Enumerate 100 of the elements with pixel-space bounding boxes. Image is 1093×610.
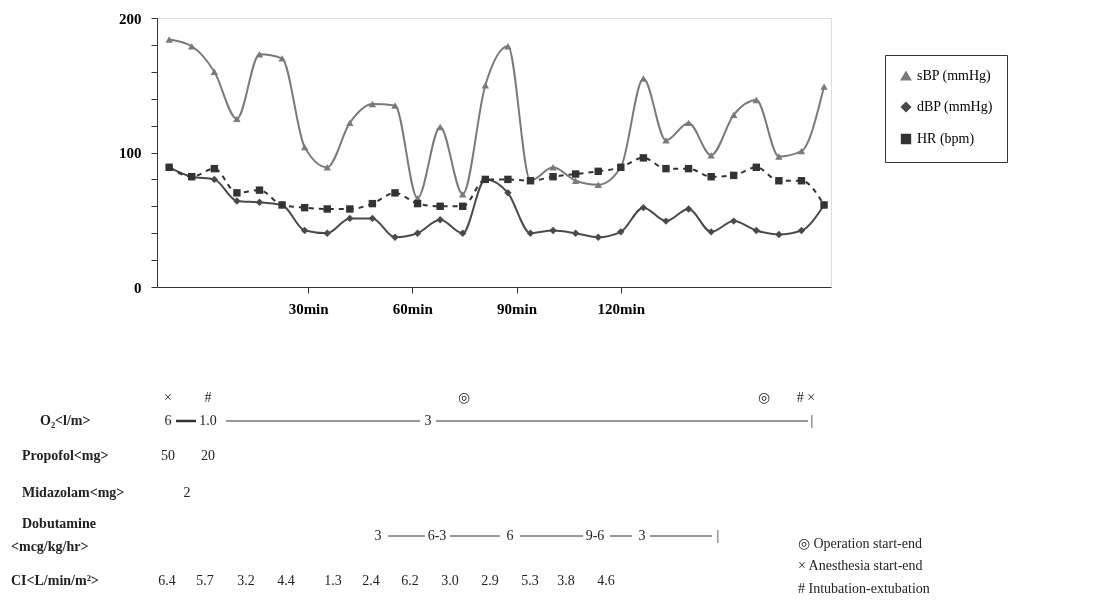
point <box>797 226 806 235</box>
point <box>323 164 331 171</box>
point <box>368 100 377 108</box>
text: Midazolam<mg> <box>22 485 125 500</box>
text: 20 <box>201 448 215 463</box>
point <box>459 229 467 237</box>
text: 3 <box>638 528 646 543</box>
legend-label: dBP (mmHg) <box>917 99 993 115</box>
text: # Intubation-extubation <box>798 581 930 596</box>
legend-label: HR (bpm) <box>917 131 975 147</box>
point <box>255 198 264 206</box>
text: 9-6 <box>585 528 605 543</box>
x-tick-label: 90min <box>497 300 538 317</box>
text: 6 <box>164 413 172 428</box>
point <box>165 36 173 43</box>
point <box>752 226 761 235</box>
text: 3.2 <box>237 573 255 588</box>
text: 3 <box>374 528 382 543</box>
text: Propofol<mg> <box>22 448 109 463</box>
y-tick-label: 100 <box>119 145 142 161</box>
text: 5.3 <box>521 573 539 588</box>
text: 3.8 <box>557 573 575 588</box>
point <box>436 216 444 224</box>
point <box>594 181 602 188</box>
point <box>210 68 219 76</box>
text: 2.4 <box>362 573 380 588</box>
point <box>549 173 557 181</box>
point <box>504 175 512 184</box>
text: ◎ <box>758 390 770 405</box>
text: 4.6 <box>597 573 615 588</box>
text: O₂<l/m> <box>40 413 91 428</box>
point <box>346 214 354 223</box>
text: 6-3 <box>427 528 447 543</box>
text: 5.7 <box>196 573 214 588</box>
text: × Anesthesia start-end <box>798 558 923 573</box>
point <box>684 205 693 213</box>
text: # <box>204 390 212 405</box>
point <box>775 230 783 239</box>
point <box>571 177 580 184</box>
x-tick-label: 60min <box>392 300 434 317</box>
text: 6.2 <box>401 573 419 588</box>
point <box>323 205 331 213</box>
point <box>662 164 670 173</box>
text: <mcg/kg/hr> <box>11 539 89 554</box>
text: ◎ <box>458 390 470 405</box>
text: 2.9 <box>481 573 499 588</box>
point <box>571 170 580 178</box>
point <box>436 202 444 211</box>
point <box>391 189 399 197</box>
text: 50 <box>161 448 175 463</box>
point <box>300 226 309 235</box>
point <box>639 154 648 162</box>
text: 1.3 <box>324 573 342 588</box>
text: | <box>716 528 720 543</box>
point <box>255 186 264 194</box>
text: 3 <box>424 413 432 428</box>
x-tick-label: 30min <box>288 300 330 317</box>
point <box>210 175 219 184</box>
point <box>707 173 715 181</box>
y-tick-label: 200 <box>119 10 142 27</box>
text: 4.4 <box>277 573 295 588</box>
point <box>300 143 309 151</box>
text: | <box>810 413 814 428</box>
point <box>571 229 580 237</box>
text: 1.0 <box>199 413 217 428</box>
point <box>797 147 806 155</box>
point <box>278 55 286 62</box>
text: × <box>164 390 172 405</box>
point <box>526 229 535 237</box>
point <box>549 164 557 171</box>
point <box>436 123 444 131</box>
point <box>617 228 625 236</box>
text: Dobutamine <box>22 516 96 531</box>
point <box>323 229 331 237</box>
text: # × <box>796 390 816 405</box>
point <box>346 119 354 127</box>
point <box>255 51 264 58</box>
point <box>368 214 377 223</box>
point <box>233 189 241 197</box>
text: 2 <box>183 485 191 500</box>
text: CI<L/min/m²> <box>11 573 99 588</box>
point <box>775 153 783 160</box>
point <box>413 229 422 237</box>
text: 6.4 <box>158 573 176 588</box>
point <box>549 226 557 235</box>
y-tick-label: 0 <box>134 279 142 296</box>
point <box>775 177 783 185</box>
point <box>391 102 399 109</box>
point <box>233 115 241 123</box>
point <box>594 233 602 241</box>
point <box>662 137 670 144</box>
point <box>730 217 738 225</box>
point <box>639 203 648 212</box>
legend-label: sBP (mmHg) <box>917 68 992 84</box>
point <box>730 111 738 119</box>
x-tick-label: 120min <box>597 300 646 317</box>
text: 3.0 <box>441 573 459 588</box>
point <box>820 83 828 90</box>
text: ◎ Operation start-end <box>798 536 922 551</box>
point <box>346 205 354 213</box>
